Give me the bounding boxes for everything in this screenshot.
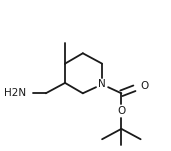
Text: H2N: H2N: [4, 88, 27, 98]
Text: O: O: [117, 106, 126, 116]
Text: O: O: [141, 81, 149, 91]
Text: N: N: [98, 79, 106, 89]
